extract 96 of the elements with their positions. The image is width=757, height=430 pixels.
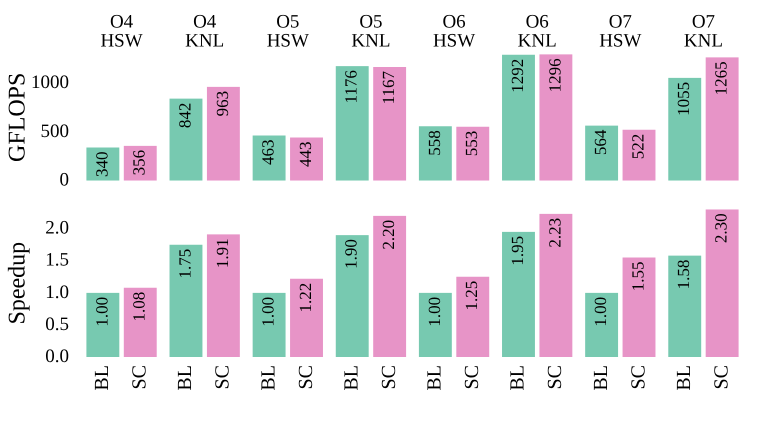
y-tick-label: 0.0 <box>45 346 69 367</box>
text: BL <box>506 365 529 391</box>
bar <box>290 278 323 357</box>
y-tick-label: 500 <box>40 120 69 142</box>
x-tick-label: O5 KNL <box>351 11 390 52</box>
bar <box>502 54 535 181</box>
data-label: 1.55 <box>628 262 648 292</box>
data-label: 1.00 <box>92 296 112 327</box>
y-axis-title: Speedup <box>4 242 31 325</box>
text: SC <box>212 365 234 390</box>
y-tick-label: 2.0 <box>45 218 69 239</box>
data-label: 1.91 <box>212 238 232 268</box>
x-tick-label: O5 HSW <box>266 11 309 52</box>
bar <box>622 258 656 357</box>
x-tick-label: O4 KNL <box>185 11 224 52</box>
bar <box>668 78 702 181</box>
text: SC <box>461 365 484 390</box>
data-label: 1296 <box>545 58 564 92</box>
data-label: 564 <box>591 129 610 156</box>
data-label: 443 <box>296 141 315 167</box>
data-label: 340 <box>92 151 112 177</box>
text: BL <box>672 365 695 391</box>
data-label: 1.00 <box>591 296 610 327</box>
y-axis-title: GFLOPS <box>4 72 31 162</box>
bar <box>373 66 406 181</box>
text: SC <box>128 365 151 390</box>
bar <box>170 98 202 181</box>
bar <box>373 216 406 357</box>
text: SC <box>710 365 732 390</box>
data-label: 1.90 <box>342 239 361 269</box>
data-label: 1.75 <box>175 248 194 278</box>
data-label: 553 <box>462 130 482 156</box>
text: SC <box>627 365 650 390</box>
data-label: 522 <box>628 134 648 160</box>
bar <box>252 136 286 181</box>
bar <box>336 66 369 181</box>
bar <box>539 54 572 181</box>
data-label: 1.22 <box>296 282 315 312</box>
bar <box>456 276 490 357</box>
bar <box>206 86 240 181</box>
data-label: 963 <box>212 90 232 116</box>
text: SC <box>378 365 400 390</box>
text: BL <box>424 365 446 391</box>
data-label: 1.25 <box>462 280 482 311</box>
data-label: 1176 <box>342 70 361 104</box>
data-label: 1.08 <box>130 292 149 322</box>
x-tick-label: O7 KNL <box>684 11 723 52</box>
data-label: 2.23 <box>545 218 564 248</box>
x-tick-label: O7 HSW <box>599 11 642 52</box>
data-label: 356 <box>130 150 149 176</box>
data-label: 558 <box>424 130 444 156</box>
data-label: 1265 <box>712 61 731 96</box>
bar <box>418 292 452 357</box>
bar <box>170 244 202 357</box>
y-tick-label: 1.0 <box>45 282 69 303</box>
bar <box>418 126 452 181</box>
data-label: 1055 <box>674 82 694 116</box>
data-label: 1.00 <box>424 296 444 327</box>
text: BL <box>257 365 280 391</box>
y-tick-label: 1.5 <box>45 250 69 271</box>
x-tick-label: O6 HSW <box>432 11 476 52</box>
bar <box>86 292 120 357</box>
bar <box>622 130 656 181</box>
y-tick-label: 0 <box>60 170 69 191</box>
data-label: 463 <box>258 140 278 166</box>
bar <box>290 137 323 181</box>
bar <box>502 232 535 357</box>
bar <box>252 292 286 357</box>
x-tick-label: O4 HSW <box>100 11 143 52</box>
text: SC <box>294 365 317 390</box>
bar <box>124 288 157 357</box>
text: BL <box>91 365 114 391</box>
data-label: 1.00 <box>258 296 278 327</box>
data-label: 1.95 <box>508 236 527 266</box>
text: BL <box>590 365 612 391</box>
y-tick-label: 0.5 <box>45 314 69 335</box>
x-tick-label: O6 KNL <box>518 11 557 52</box>
bar <box>668 256 702 357</box>
text: SC <box>544 365 566 390</box>
data-label: 1292 <box>508 58 527 93</box>
data-label: 842 <box>175 102 194 128</box>
data-label: 1.58 <box>674 260 694 290</box>
bar <box>539 214 572 357</box>
bar <box>206 234 240 357</box>
y-tick-label: 1000 <box>31 72 69 94</box>
bar <box>585 292 618 357</box>
data-label: 1167 <box>379 70 398 104</box>
bar <box>456 126 490 181</box>
data-label: 2.20 <box>379 220 398 250</box>
bar <box>585 126 618 181</box>
bar <box>336 235 369 357</box>
data-label: 2.30 <box>712 213 731 244</box>
text: BL <box>174 365 196 391</box>
bar <box>706 209 739 357</box>
bar <box>706 57 739 181</box>
text: BL <box>340 365 362 391</box>
